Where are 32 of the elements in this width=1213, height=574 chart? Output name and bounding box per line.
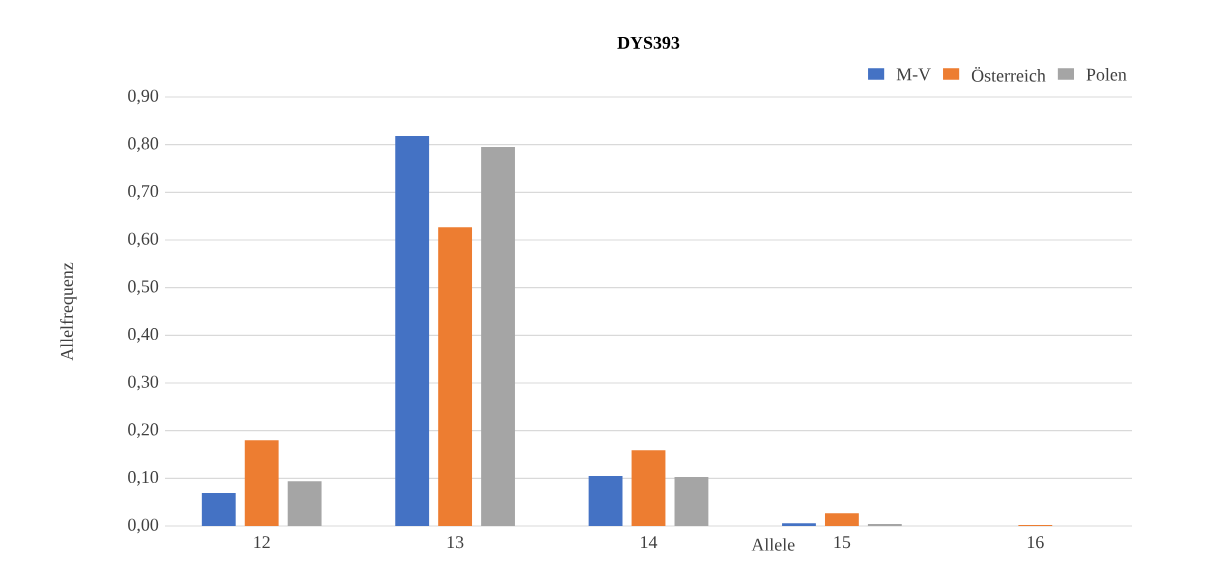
x-tick-label: 16 — [1027, 536, 1044, 549]
y-tick-label: 0,60 — [128, 232, 159, 248]
y-tick-label: 0,40 — [128, 328, 159, 343]
bar — [824, 513, 859, 526]
bar — [674, 476, 709, 526]
chart-title: DYS393 — [617, 36, 680, 49]
x-tick-label: 12 — [254, 536, 270, 549]
bar — [395, 136, 430, 526]
y-tick-label: 0,90 — [128, 89, 159, 105]
legend-label: Österreich — [971, 67, 1046, 82]
legend-label: M-V — [896, 68, 931, 81]
x-axis-title: Allele — [751, 538, 795, 551]
y-tick-label: 0,20 — [128, 423, 159, 439]
x-tick-label: 15 — [834, 536, 851, 549]
y-tick-label: 0,10 — [128, 471, 159, 486]
bar — [244, 440, 279, 526]
bar — [438, 227, 473, 526]
bar — [631, 450, 666, 526]
bar — [782, 523, 816, 526]
bar — [588, 475, 623, 526]
bar — [287, 481, 322, 526]
y-tick-label: 0,70 — [128, 185, 159, 200]
y-tick-label: 0,50 — [128, 280, 159, 296]
x-tick-label: 13 — [447, 536, 464, 549]
x-tick-label: 14 — [641, 536, 658, 549]
bar — [201, 493, 236, 526]
y-tick-label: 0,30 — [128, 375, 159, 391]
y-tick-label: 0,00 — [128, 518, 159, 534]
bar — [481, 147, 515, 526]
y-axis-title: Allelfrequenz — [60, 262, 77, 361]
y-tick-label: 0,80 — [128, 137, 159, 153]
legend-label: Polen — [1086, 68, 1127, 81]
